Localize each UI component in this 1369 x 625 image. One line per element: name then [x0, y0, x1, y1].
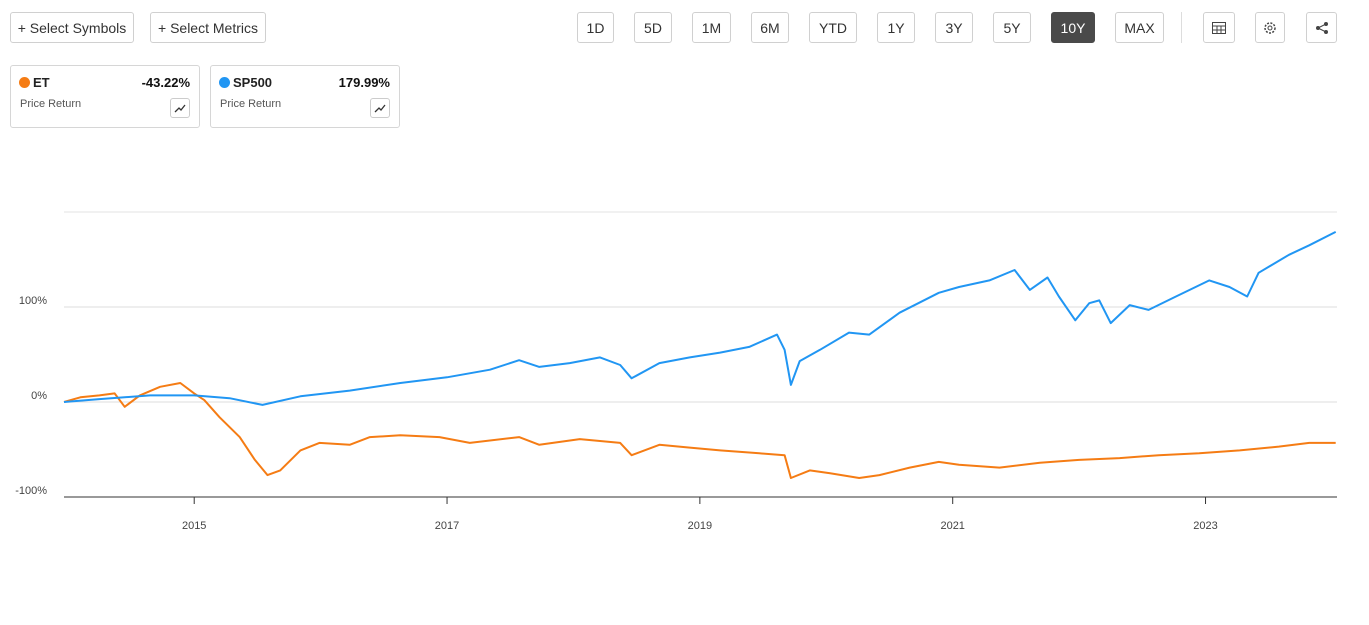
period-button[interactable]: 1Y — [877, 12, 915, 43]
legend-symbol: SP500 — [233, 75, 273, 90]
period-button[interactable]: 1M — [692, 12, 731, 43]
select-button[interactable]: + Select Symbols — [10, 12, 134, 43]
legend-symbol: ET — [33, 75, 50, 90]
table-icon[interactable] — [1203, 12, 1235, 43]
icon — [374, 104, 386, 113]
metric: Price Return — [220, 98, 282, 110]
period-button[interactable]: 6M — [751, 12, 789, 43]
period-button[interactable]: MAX — [1115, 12, 1164, 43]
legend-dot — [19, 77, 30, 88]
legend-card[interactable]: ET -43.22% Price Return — [10, 65, 200, 128]
share-icon[interactable] — [1306, 12, 1337, 43]
y-tick-label: -100% — [15, 485, 47, 497]
page: + Select Symbols + Select Metrics 1D 5D 1M 6M… — [10, 12, 1337, 532]
icon — [1264, 21, 1276, 34]
period-button[interactable]: 3Y — [935, 12, 973, 43]
icon — [1315, 21, 1328, 34]
period-button[interactable]: 5D — [634, 12, 672, 43]
legend-dot — [219, 77, 230, 88]
x-tick-label: 2017 — [435, 520, 459, 532]
period-button[interactable]: 10Y — [1051, 12, 1095, 43]
period-button[interactable]: YTD — [809, 12, 857, 43]
change: 179.99% — [338, 75, 390, 90]
period-button[interactable]: 1D — [577, 12, 614, 43]
change: -43.22% — [141, 75, 190, 90]
y-tick-label: 100% — [19, 295, 47, 307]
metric: Price Return — [20, 98, 82, 110]
x-tick-label: 2019 — [688, 520, 712, 532]
x-tick-label: 2015 — [182, 520, 206, 532]
icon — [1212, 21, 1226, 34]
chart-icon[interactable] — [370, 98, 390, 118]
chart-icon[interactable] — [170, 98, 190, 118]
legend-card[interactable]: SP500 179.99% Price Return — [210, 65, 400, 128]
settings-icon[interactable] — [1255, 12, 1285, 43]
y-tick-label: 0% — [31, 390, 47, 402]
chart: -100% 0% 100% 2015 2017 2019 2021 2023 — [15, 211, 1337, 532]
series-line — [63, 382, 1336, 479]
icon — [174, 104, 186, 113]
divider — [1181, 12, 1182, 43]
select-button[interactable]: + Select Metrics — [150, 12, 266, 43]
x-tick-label: 2021 — [940, 520, 964, 532]
series-line — [63, 231, 1337, 406]
period-button[interactable]: 5Y — [993, 12, 1031, 43]
x-tick-label: 2023 — [1193, 520, 1217, 532]
